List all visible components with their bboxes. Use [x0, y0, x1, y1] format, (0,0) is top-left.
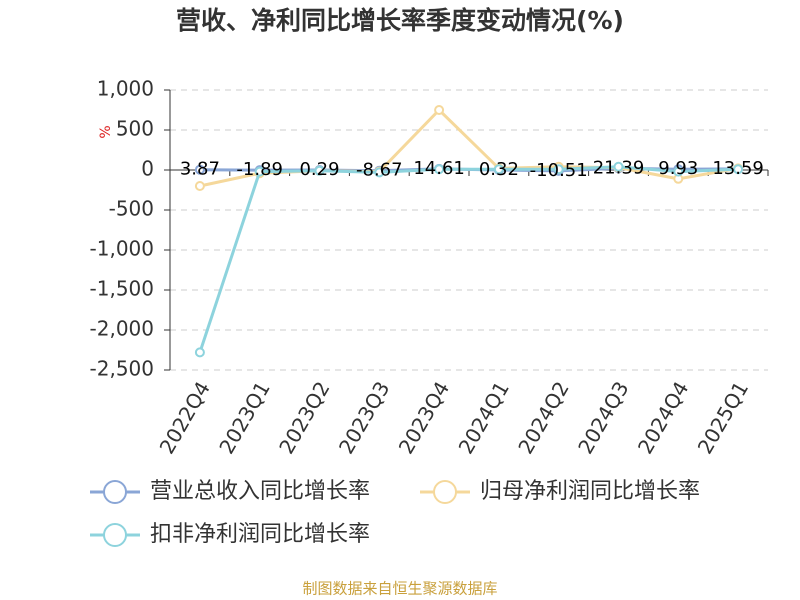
data-label: -1.89: [236, 159, 283, 180]
legend-marker: [433, 480, 457, 504]
x-tick-label: 2025Q1: [693, 377, 753, 458]
x-tick-label: 2024Q2: [513, 377, 573, 458]
x-tick-label: 2024Q1: [454, 377, 514, 458]
chart-title: 营收、净利同比增长率季度变动情况(%): [176, 6, 624, 35]
x-tick-label: 2024Q3: [573, 377, 633, 458]
y-tick-label: -1,000: [90, 237, 154, 261]
y-tick-label: -2,000: [90, 317, 154, 341]
data-label: 14.61: [413, 158, 465, 179]
x-tick-label: 2023Q1: [214, 377, 274, 458]
data-point: [194, 347, 205, 358]
data-label: 3.87: [180, 159, 220, 180]
y-tick-label: 0: [141, 157, 154, 181]
data-point: [254, 166, 265, 177]
data-point: [613, 161, 624, 172]
data-label: -8.67: [356, 160, 403, 181]
data-label: 21.39: [593, 157, 645, 178]
y-tick-label: -2,500: [90, 357, 154, 381]
y-tick-label: -1,500: [90, 277, 154, 301]
legend-label: 归母净利润同比增长率: [480, 479, 700, 504]
data-point: [374, 167, 385, 178]
x-tick-label: 2023Q4: [394, 377, 454, 458]
data-label: 0.32: [479, 159, 519, 180]
source-note: 制图数据来自恒生聚源数据库: [302, 580, 497, 598]
y-axis-label: %: [98, 125, 114, 138]
data-label: 13.59: [712, 158, 764, 179]
data-point: [434, 105, 445, 115]
data-point: [673, 166, 684, 177]
x-tick-label: 2024Q4: [633, 377, 693, 458]
x-tick-label: 2023Q2: [274, 377, 334, 458]
legend-label: 扣非净利润同比增长率: [150, 522, 370, 547]
data-point: [194, 181, 205, 191]
data-point: [493, 164, 504, 175]
data-label: 9.93: [658, 158, 698, 179]
data-point: [733, 164, 744, 175]
data-label: 0.29: [299, 159, 339, 180]
y-tick-label: -500: [109, 197, 154, 221]
data-point: [434, 164, 445, 175]
x-tick-label: 2023Q3: [334, 377, 394, 458]
data-point: [553, 164, 564, 175]
legend-label: 营业总收入同比增长率: [150, 479, 370, 504]
legend-marker: [103, 480, 127, 504]
legend-marker: [103, 523, 127, 547]
data-point: [314, 165, 325, 176]
x-tick-label: 2022Q4: [155, 377, 215, 458]
series-line: [198, 165, 739, 353]
data-point: [194, 164, 205, 175]
y-tick-label: 500: [116, 117, 154, 141]
y-tick-label: 1,000: [97, 77, 154, 101]
data-label: -10.51: [530, 160, 588, 181]
